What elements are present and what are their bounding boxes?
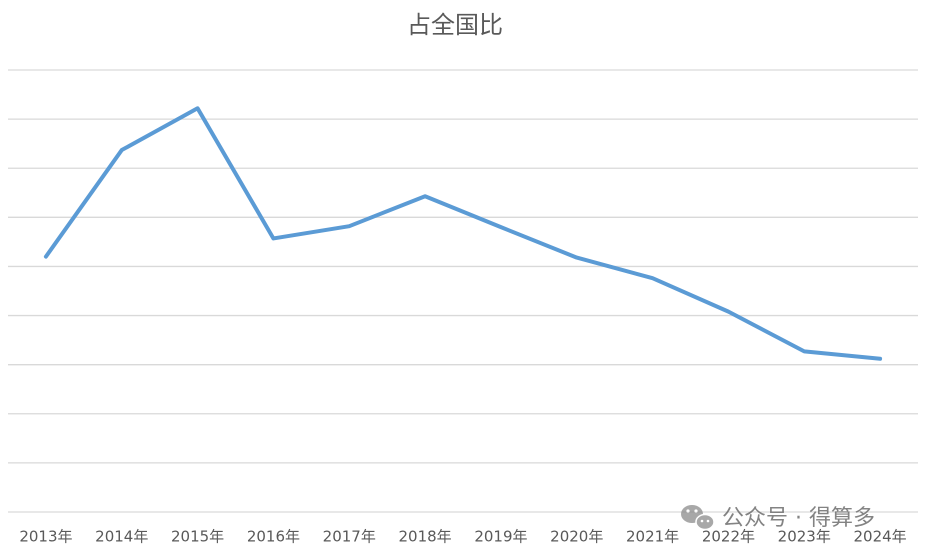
chart-title: 占全国比	[407, 11, 503, 39]
x-tick-label: 2024年	[853, 528, 906, 546]
x-tick-label: 2018年	[398, 528, 451, 546]
x-tick-label: 2013年	[19, 528, 72, 546]
watermark-icon	[681, 505, 715, 531]
plot: 2013年 2014年 2015年 2016年 2017年 2018年 2019年 2020年…	[19, 106, 907, 546]
x-tick-label: 2015年	[171, 528, 224, 546]
x-tick-label: 2019年	[474, 528, 527, 546]
x-tick-label: 2016年	[247, 528, 300, 546]
x-tick-label: 2014年	[95, 528, 148, 546]
watermark: 公众号 · 得算多	[722, 506, 875, 531]
line-series	[43, 106, 883, 361]
x-tick-label: 2022年	[702, 528, 755, 546]
x-tick-label: 2017年	[323, 528, 376, 546]
x-tick-label: 2023年	[778, 528, 831, 546]
x-tick-label: 2021年	[626, 528, 679, 546]
x-tick-label: 2020年	[550, 528, 603, 546]
grid	[8, 69, 918, 513]
